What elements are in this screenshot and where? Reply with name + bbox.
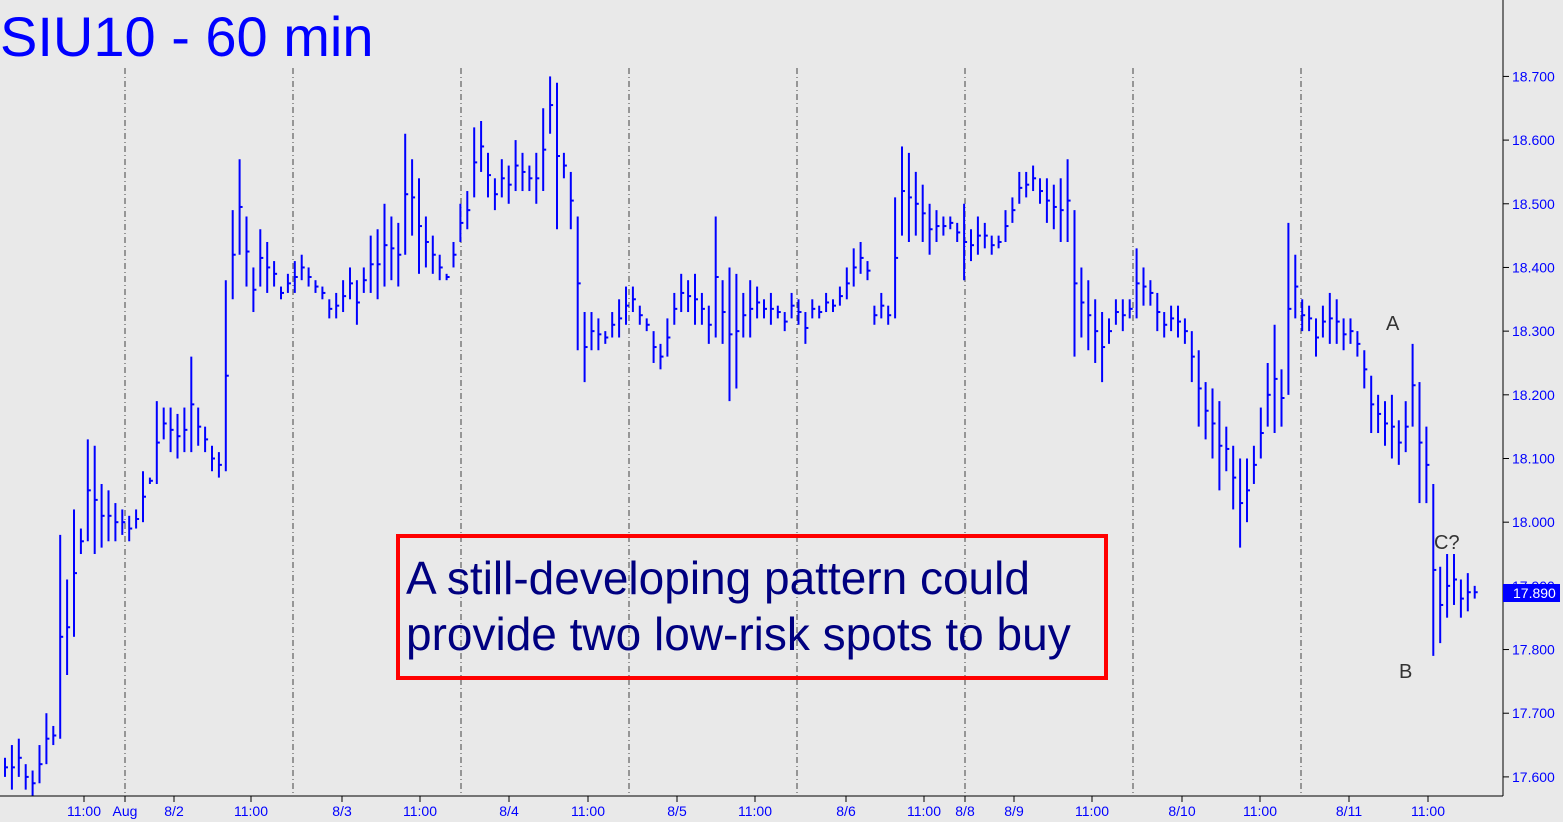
y-tick-label: 18.400 — [1512, 259, 1555, 275]
x-tick-label: 11:00 — [234, 803, 268, 819]
x-tick-label: 8/9 — [1004, 803, 1024, 819]
y-tick-label: 18.500 — [1512, 196, 1555, 212]
last-price-label: 17.890 — [1513, 585, 1556, 601]
wave-label-c: C? — [1434, 532, 1460, 554]
annotation-line-2: provide two low-risk spots to buy — [406, 608, 1071, 660]
session-grid — [124, 68, 1302, 796]
x-tick-label: 8/10 — [1168, 803, 1195, 819]
x-tick-label: 11:00 — [738, 803, 772, 819]
x-tick-label: 8/8 — [955, 803, 975, 819]
y-axis-ticks: 18.700 18.600 18.500 18.400 18.300 18.200 18.1… — [1503, 68, 1555, 785]
price-bars — [4, 76, 1478, 796]
x-tick-label: 8/2 — [164, 803, 184, 819]
x-tick-label: 11:00 — [67, 803, 101, 819]
y-tick-label: 18.700 — [1512, 68, 1555, 84]
x-tick-label: 8/5 — [667, 803, 687, 819]
y-tick-label: 17.600 — [1512, 769, 1555, 785]
y-tick-label: 18.300 — [1512, 323, 1555, 339]
x-tick-label: 11:00 — [907, 803, 941, 819]
chart-title: SIU10 - 60 min — [0, 5, 374, 68]
y-tick-label: 18.100 — [1512, 450, 1555, 466]
x-tick-label: 8/4 — [499, 803, 519, 819]
x-tick-label: 11:00 — [403, 803, 437, 819]
annotation-box — [396, 534, 1108, 680]
y-tick-label: 18.000 — [1512, 514, 1555, 530]
x-tick-label: Aug — [113, 803, 138, 819]
x-tick-label: 11:00 — [1075, 803, 1109, 819]
x-tick-label: 11:00 — [1243, 803, 1277, 819]
x-axis-ticks: 11:00 Aug 8/2 11:00 8/3 11:00 8/4 11:00 8/5 11:00… — [67, 796, 1445, 819]
y-tick-label: 17.800 — [1512, 642, 1555, 658]
x-tick-label: 11:00 — [571, 803, 605, 819]
x-tick-label: 8/11 — [1336, 803, 1362, 819]
y-tick-label: 18.200 — [1512, 387, 1555, 403]
annotation-line-1: A still-developing pattern could — [406, 552, 1030, 604]
wave-label-b: B — [1399, 661, 1412, 683]
x-tick-label: 11:00 — [1411, 803, 1445, 819]
y-tick-label: 18.600 — [1512, 132, 1555, 148]
last-price-marker — [1503, 584, 1560, 602]
wave-label-a: A — [1386, 313, 1400, 335]
x-tick-label: 8/3 — [332, 803, 352, 819]
y-tick-label: 17.700 — [1512, 705, 1555, 721]
x-tick-label: 8/6 — [836, 803, 856, 819]
